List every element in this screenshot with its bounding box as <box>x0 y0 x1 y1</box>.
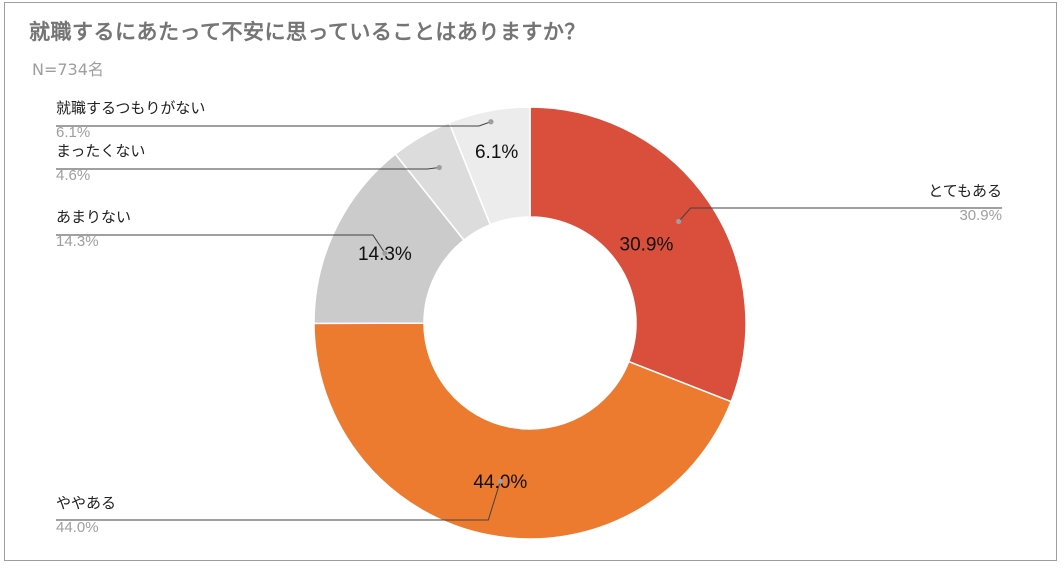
donut-slice <box>529 106 747 403</box>
chart-title: 就職するにあたって不安に思っていることはありますか？ <box>29 20 586 44</box>
leader-dot <box>382 250 388 256</box>
donut-slice <box>448 106 531 226</box>
donut-slice <box>313 322 733 540</box>
leader-line <box>56 234 386 254</box>
leader-line <box>678 207 1002 222</box>
leader-dot <box>436 164 442 171</box>
leader-line <box>56 167 440 170</box>
leader-dot <box>676 218 682 225</box>
leader-dot <box>497 478 503 484</box>
callout-category-label: あまりない <box>56 208 131 226</box>
callout-category-label: 就職するつもりがない <box>56 99 205 117</box>
leader-line <box>56 481 501 521</box>
callout-category-label: まったくない <box>56 142 145 160</box>
callout-percent-label: 30.9% <box>959 207 1002 224</box>
callout-percent-label: 6.1% <box>56 124 90 141</box>
slice-value-label: 30.9% <box>620 234 674 255</box>
callout-percent-label: 14.3% <box>56 233 99 250</box>
callout-category-label: とてもある <box>928 182 1002 200</box>
callout-percent-label: 44.0% <box>56 519 99 536</box>
callout-category-label: ややある <box>56 494 116 512</box>
leader-dot <box>488 119 494 125</box>
leader-line <box>56 121 492 127</box>
slice-value-label: 6.1% <box>475 142 518 163</box>
chart-subtitle: N=734名 <box>32 60 104 79</box>
callout-percent-label: 4.6% <box>56 167 90 184</box>
